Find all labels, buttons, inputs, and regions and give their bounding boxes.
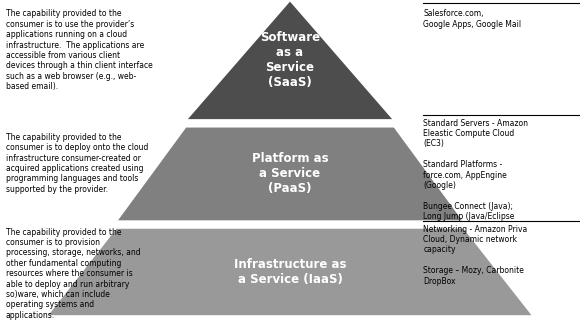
Text: Standard Servers - Amazon
Eleastic Compute Cloud
(EC3)

Standard Platforms -
for: Standard Servers - Amazon Eleastic Compu… (423, 119, 528, 221)
Text: Software
as a
Service
(SaaS): Software as a Service (SaaS) (260, 31, 320, 89)
Text: The capability provided to the
consumer is to use the provider’s
applications ru: The capability provided to the consumer … (6, 9, 153, 91)
Polygon shape (186, 0, 394, 120)
Text: Networking - Amazon Priva
Cloud, Dynamic network
capacity

Storage – Mozy, Carbo: Networking - Amazon Priva Cloud, Dynamic… (423, 224, 528, 286)
Polygon shape (46, 228, 534, 316)
Text: The capability provided to the
consumer is to provision
processing, storage, net: The capability provided to the consumer … (6, 228, 140, 320)
Text: Infrastructure as
a Service (IaaS): Infrastructure as a Service (IaaS) (234, 258, 346, 286)
Text: The capability provided to the
consumer is to deploy onto the cloud
infrastructu: The capability provided to the consumer … (6, 133, 148, 194)
Polygon shape (116, 126, 464, 221)
Text: Salesforce.com,
Google Apps, Google Mail: Salesforce.com, Google Apps, Google Mail (423, 9, 521, 29)
Text: Platform as
a Service
(PaaS): Platform as a Service (PaaS) (252, 153, 328, 196)
